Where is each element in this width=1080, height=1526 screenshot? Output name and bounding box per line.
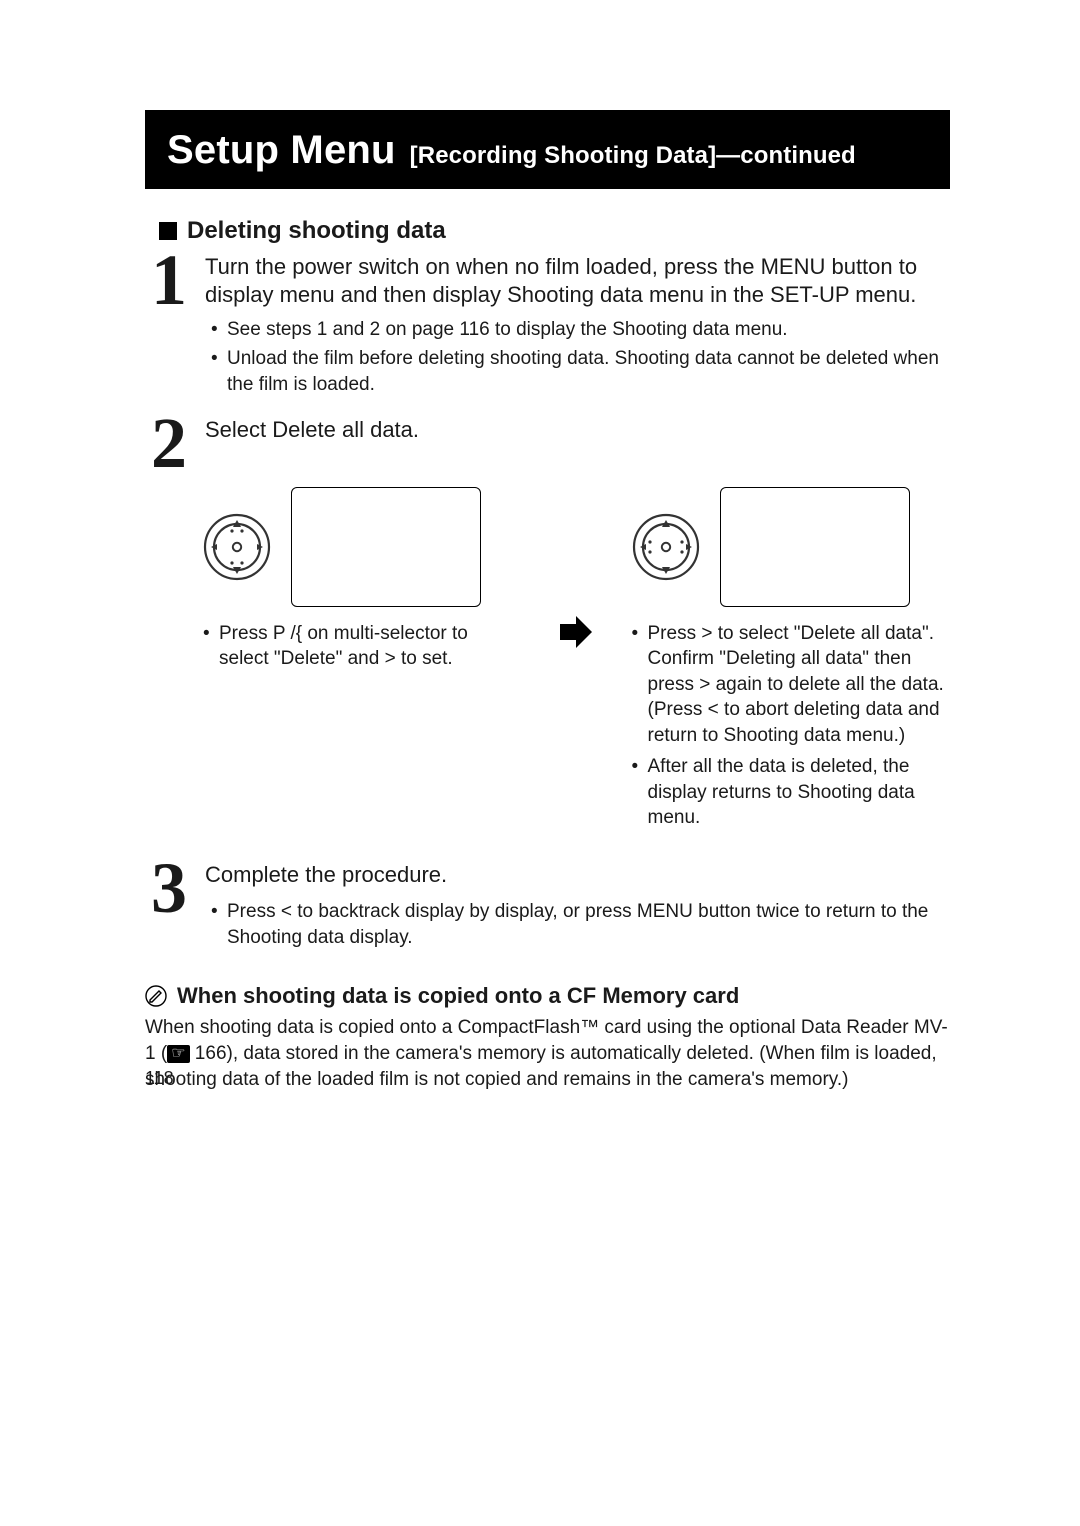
step-bullets: See steps 1 and 2 on page 116 to display… xyxy=(209,317,950,398)
selector-note: Press P /{ on multi-selector to select "… xyxy=(201,621,522,672)
step-bullets: Press < to backtrack display by display,… xyxy=(209,899,950,951)
cf-note-ref-page: 166 xyxy=(190,1043,227,1064)
selector-note: After all the data is deleted, the displ… xyxy=(630,754,951,830)
selector-col-left: Press P /{ on multi-selector to select "… xyxy=(201,487,522,678)
step-1: 1 Turn the power switch on when no film … xyxy=(151,251,950,400)
lcd-screen-box xyxy=(720,487,910,607)
cf-note-body: When shooting data is copied onto a Comp… xyxy=(145,1015,950,1092)
section-heading-text: Deleting shooting data xyxy=(187,217,446,245)
multi-selector-icon xyxy=(201,511,273,583)
step-title: Turn the power switch on when no film lo… xyxy=(205,253,950,309)
cf-note-heading-text: When shooting data is copied onto a CF M… xyxy=(177,983,739,1009)
multi-selector-icon xyxy=(630,511,702,583)
step-bullet: Unload the film before deleting shooting… xyxy=(209,346,950,398)
selector-note: Press > to select "Delete all data". Con… xyxy=(630,621,951,748)
step-title: Select Delete all data. xyxy=(205,416,950,444)
right-arrow-icon xyxy=(558,614,594,650)
selector-row: Press P /{ on multi-selector to select "… xyxy=(201,487,950,837)
cf-note-text-after: ), data stored in the camera's memory is… xyxy=(145,1043,937,1090)
pencil-icon xyxy=(145,985,167,1007)
page-ref-icon: ☞ xyxy=(167,1045,189,1063)
step-number: 1 xyxy=(151,251,199,310)
title-sub: [Recording Shooting Data]—continued xyxy=(410,142,856,170)
step-title: Complete the procedure. xyxy=(205,861,950,889)
selector-notes-left: Press P /{ on multi-selector to select "… xyxy=(201,621,522,678)
step-number: 2 xyxy=(151,414,199,473)
selector-notes-right: Press > to select "Delete all data". Con… xyxy=(630,621,951,837)
section-heading: Deleting shooting data xyxy=(159,217,950,245)
step-2: 2 Select Delete all data. xyxy=(151,414,950,473)
step-bullet: See steps 1 and 2 on page 116 to display… xyxy=(209,317,950,343)
step-number: 3 xyxy=(151,859,199,918)
selector-col-right: Press > to select "Delete all data". Con… xyxy=(630,487,951,837)
lcd-screen-box xyxy=(291,487,481,607)
step-3: 3 Complete the procedure. Press < to bac… xyxy=(151,859,950,954)
black-square-icon xyxy=(159,222,177,240)
title-band: Setup Menu [Recording Shooting Data]—con… xyxy=(145,110,950,189)
title-main: Setup Menu xyxy=(167,128,396,173)
page-number: 118 xyxy=(145,1068,174,1089)
cf-note-heading: When shooting data is copied onto a CF M… xyxy=(145,983,950,1009)
step-bullet: Press < to backtrack display by display,… xyxy=(209,899,950,951)
